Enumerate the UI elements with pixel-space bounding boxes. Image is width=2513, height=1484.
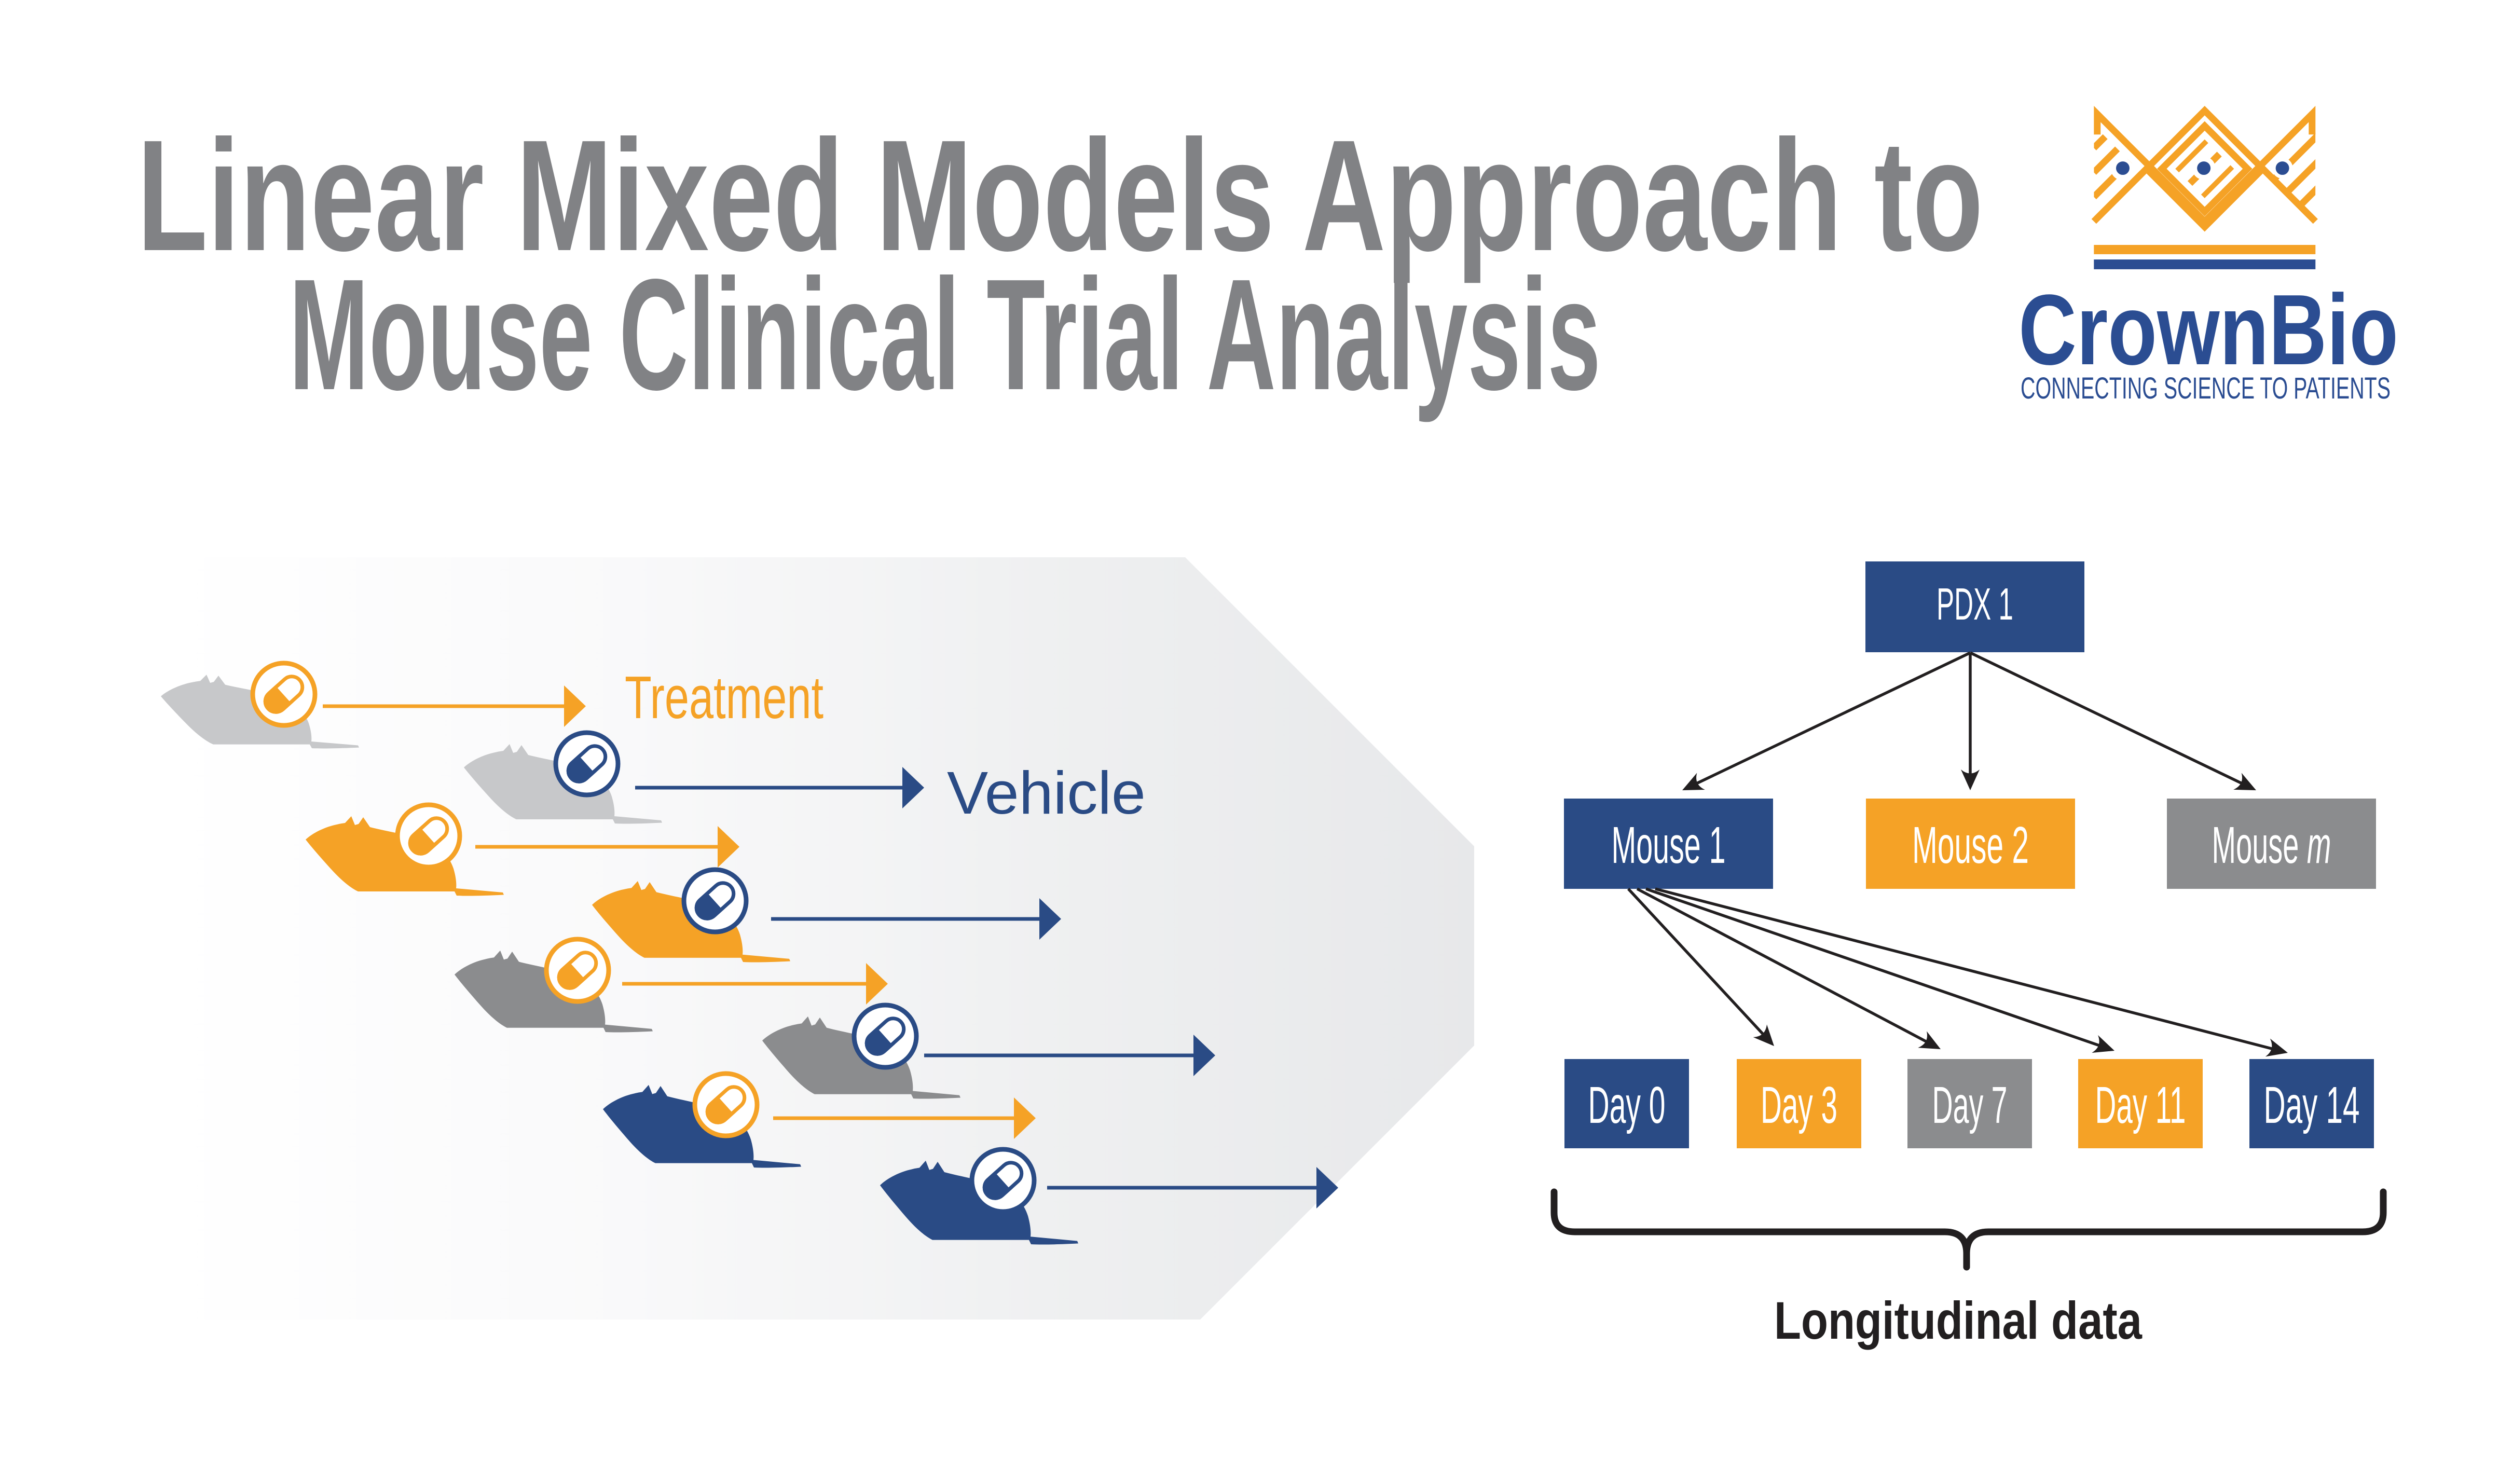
svg-text:Mouse 1: Mouse 1 <box>1612 816 1726 874</box>
svg-text:Day 3: Day 3 <box>1761 1076 1837 1134</box>
svg-text:Day 0: Day 0 <box>1588 1076 1666 1134</box>
svg-text:Mouse Clinical Trial Analysis: Mouse Clinical Trial Analysis <box>289 246 1601 424</box>
svg-text:Mouse m: Mouse m <box>2212 816 2331 874</box>
svg-text:PDX 1: PDX 1 <box>1937 579 2013 629</box>
svg-text:CrownBio: CrownBio <box>2018 273 2398 386</box>
svg-text:Vehicle: Vehicle <box>947 759 1146 827</box>
svg-text:Mouse 2: Mouse 2 <box>1912 816 2029 874</box>
svg-text:Day 7: Day 7 <box>1932 1076 2008 1134</box>
svg-text:Treatment: Treatment <box>625 664 823 731</box>
svg-text:CONNECTING SCIENCE TO PATIENTS: CONNECTING SCIENCE TO PATIENTS <box>2021 372 2391 405</box>
svg-text:Linear Mixed Models Approach t: Linear Mixed Models Approach to <box>137 107 1983 285</box>
svg-text:Day 11: Day 11 <box>2095 1076 2186 1134</box>
svg-text:Longitudinal data: Longitudinal data <box>1774 1291 2143 1350</box>
svg-text:Day 14: Day 14 <box>2264 1076 2360 1134</box>
